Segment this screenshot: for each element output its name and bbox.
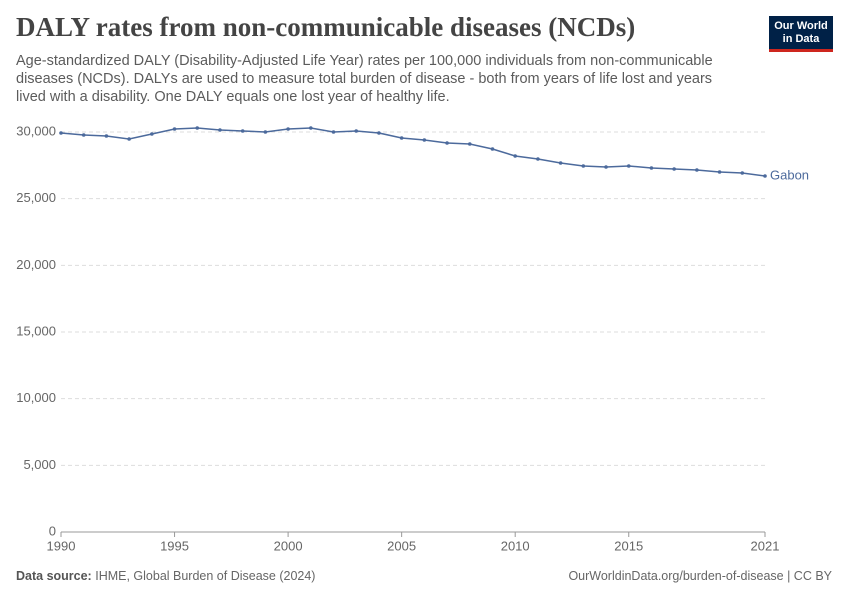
point: [377, 131, 381, 135]
point: [626, 164, 631, 168]
point: [581, 164, 586, 168]
point: [263, 130, 268, 134]
footer-link[interactable]: OurWorldinData.org/burden-of-disease | C…: [568, 569, 832, 583]
x-tick-label: 2000: [274, 538, 303, 553]
y-tick-label: 10,000: [16, 390, 56, 405]
y-tick-label: 20,000: [16, 257, 56, 272]
point: [490, 147, 495, 151]
point: [240, 129, 245, 133]
source: Data source: IHME, Global Burden of Dise…: [16, 569, 315, 583]
point: [649, 166, 654, 170]
chart-title: DALY rates from non-communicable disease…: [16, 12, 636, 42]
logo[interactable]: Our World in Data: [769, 16, 833, 52]
x-tick-label: 2010: [501, 538, 530, 553]
point: [445, 141, 449, 145]
x-tick-label: 1995: [160, 538, 189, 553]
point: [286, 127, 290, 131]
logo-text: Our World: [774, 20, 828, 32]
point: [218, 128, 222, 132]
y-tick-label: 30,000: [16, 123, 56, 138]
point: [672, 167, 676, 171]
x-tick-label: 2005: [387, 538, 416, 553]
point: [695, 168, 699, 172]
series-line: [60, 127, 766, 177]
point: [536, 157, 540, 161]
point: [127, 137, 131, 141]
point: [740, 171, 745, 175]
series-label: Gabon: [770, 167, 809, 182]
y-tick-label: 5,000: [23, 457, 56, 472]
source-label: Data source:: [16, 569, 92, 583]
point: [763, 174, 767, 178]
x-tick-label: 2021: [751, 538, 780, 553]
point: [104, 134, 109, 138]
point: [354, 129, 359, 133]
point: [422, 138, 427, 142]
x-tick-label: 2015: [614, 538, 643, 553]
point: [467, 142, 472, 146]
x-tick-label: 1990: [47, 538, 76, 553]
point: [558, 161, 563, 165]
chart-subtitle: Age-standardized DALY (Disability-Adjust…: [16, 53, 713, 105]
point: [81, 133, 86, 137]
point: [604, 165, 608, 169]
point: [195, 126, 200, 130]
point: [399, 136, 404, 140]
point: [309, 126, 313, 130]
y-tick-label: 0: [49, 523, 56, 538]
y-tick-label: 15,000: [16, 323, 56, 338]
point: [172, 127, 177, 131]
logo-text: in Data: [782, 33, 820, 45]
source-text: IHME, Global Burden of Disease (2024): [95, 569, 316, 583]
point: [331, 130, 336, 134]
point: [59, 131, 63, 135]
point: [717, 170, 722, 174]
y-tick-label: 25,000: [16, 190, 56, 205]
point: [150, 132, 154, 136]
point: [513, 154, 517, 158]
